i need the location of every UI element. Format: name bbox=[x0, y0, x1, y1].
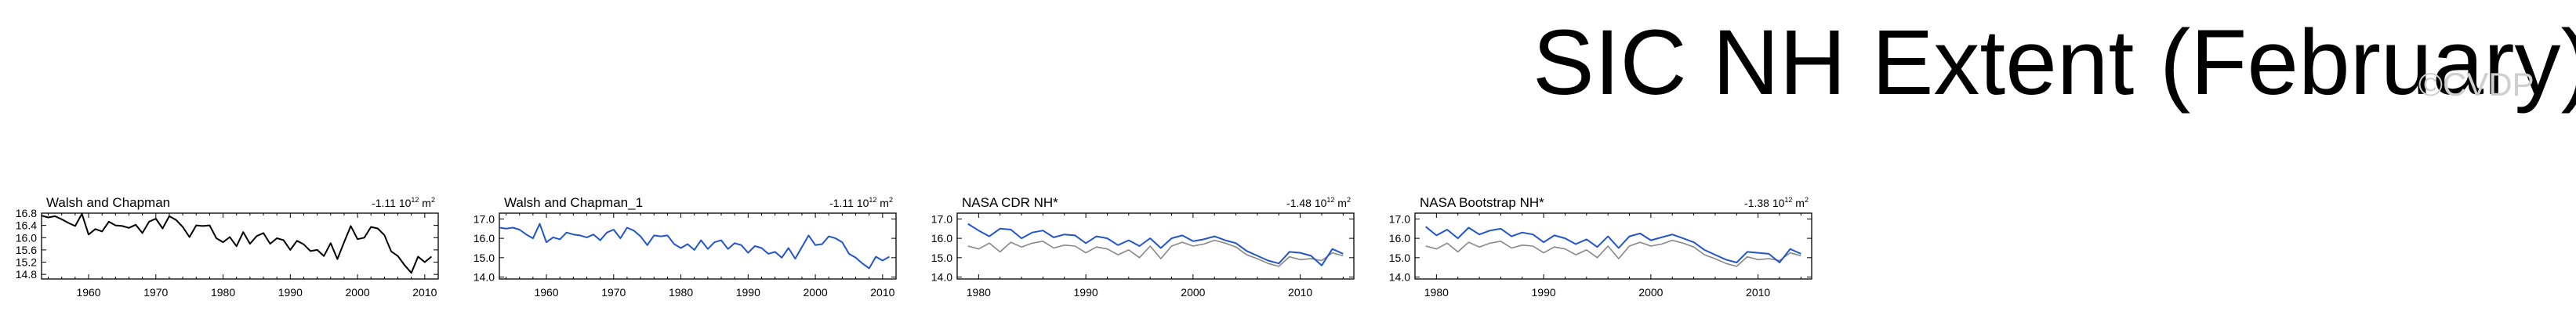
x-tick-label: 1990 bbox=[736, 286, 760, 299]
trend-unit: m bbox=[419, 197, 431, 209]
trend-value: -1.48 10 bbox=[1286, 197, 1327, 209]
x-tick-label: 1990 bbox=[1532, 286, 1556, 299]
trend-unit-exponent: 2 bbox=[1347, 196, 1351, 204]
y-tick-label: 14.0 bbox=[1389, 271, 1410, 284]
x-tick-label: 1980 bbox=[967, 286, 991, 299]
x-tick-label: 2010 bbox=[870, 286, 894, 299]
y-tick-label: 16.0 bbox=[473, 232, 495, 244]
x-tick-label: 1980 bbox=[669, 286, 693, 299]
trend-unit: m bbox=[1334, 197, 1347, 209]
y-tick-label: 16.0 bbox=[16, 231, 37, 244]
trend-exponent: 12 bbox=[869, 196, 876, 204]
series-line-1 bbox=[41, 212, 433, 274]
y-tick-label: 14.0 bbox=[473, 271, 495, 284]
y-tick-label: 14.8 bbox=[16, 268, 37, 281]
y-tick-label: 16.4 bbox=[16, 219, 37, 232]
chart-panel-3: NASA CDR NH* -1.48 1012 m2 1980 1990 2000 201… bbox=[931, 195, 1355, 299]
y-tick-label: 15.0 bbox=[1389, 252, 1410, 264]
trend-label: -1.48 1012 m2 bbox=[1286, 196, 1351, 209]
trend-unit: m bbox=[876, 197, 889, 209]
chart-title: Walsh and Chapman bbox=[46, 195, 170, 210]
x-tick-label: 1960 bbox=[76, 286, 100, 299]
trend-unit-exponent: 2 bbox=[431, 196, 435, 204]
series-line-1 bbox=[967, 239, 1344, 267]
y-tick-label: 16.0 bbox=[931, 232, 952, 244]
trend-label: -1.38 1012 m2 bbox=[1744, 196, 1809, 209]
trend-label: -1.11 1012 m2 bbox=[372, 196, 435, 209]
x-tick-label: 2000 bbox=[346, 286, 370, 299]
chart-panel-1: Walsh and Chapman -1.11 1012 m2 1960 1970 19… bbox=[16, 195, 439, 299]
x-tick-label: 1970 bbox=[601, 286, 626, 299]
x-tick-label: 2000 bbox=[804, 286, 828, 299]
trend-value: -1.11 10 bbox=[829, 197, 869, 209]
x-tick-label: 2000 bbox=[1638, 286, 1663, 299]
series-line-2 bbox=[967, 223, 1344, 266]
y-tick-label: 16.0 bbox=[1389, 232, 1410, 244]
trend-unit-exponent: 2 bbox=[889, 196, 893, 204]
plot-frame bbox=[956, 212, 1355, 280]
x-tick-label: 1970 bbox=[143, 286, 168, 299]
x-tick-label: 2010 bbox=[1746, 286, 1770, 299]
y-tick-label: 16.8 bbox=[16, 207, 37, 219]
trend-exponent: 12 bbox=[1784, 196, 1792, 204]
chart-title: Walsh and Chapman_1 bbox=[504, 195, 643, 210]
x-tick-label: 2010 bbox=[1288, 286, 1312, 299]
y-tick-label: 17.0 bbox=[931, 212, 952, 225]
y-tick-label: 15.0 bbox=[931, 252, 952, 264]
y-tick-label: 15.6 bbox=[16, 244, 37, 256]
x-tick-label: 1980 bbox=[1424, 286, 1449, 299]
y-tick-label: 17.0 bbox=[1389, 212, 1410, 225]
trend-exponent: 12 bbox=[411, 196, 419, 204]
chart-panel-2: Walsh and Chapman_1 -1.11 1012 m2 1960 1970… bbox=[473, 195, 897, 299]
chart-panel-4: NASA Bootstrap NH* -1.38 1012 m2 1980 1990 2… bbox=[1389, 195, 1812, 299]
trend-unit-exponent: 2 bbox=[1805, 196, 1809, 204]
chart-title: NASA Bootstrap NH* bbox=[1420, 195, 1544, 210]
y-tick-label: 15.0 bbox=[473, 252, 495, 264]
x-tick-label: 1980 bbox=[211, 286, 235, 299]
x-tick-label: 1990 bbox=[278, 286, 303, 299]
trend-value: -1.38 10 bbox=[1744, 197, 1785, 209]
plot-frame bbox=[1414, 212, 1812, 280]
plot-frame bbox=[499, 212, 897, 280]
y-tick-label: 14.0 bbox=[931, 271, 952, 284]
x-tick-label: 2010 bbox=[412, 286, 437, 299]
series-line-1 bbox=[499, 223, 890, 270]
series-line-1 bbox=[1425, 239, 1801, 267]
x-tick-label: 1960 bbox=[534, 286, 558, 299]
trend-unit: m bbox=[1792, 197, 1805, 209]
page-title: SIC NH Extent (February) bbox=[1533, 11, 2576, 114]
plot-frame bbox=[41, 212, 439, 280]
y-tick-label: 15.2 bbox=[16, 256, 37, 269]
watermark: ©CVDP bbox=[2418, 66, 2534, 103]
series-line-2 bbox=[1425, 226, 1801, 263]
trend-exponent: 12 bbox=[1326, 196, 1334, 204]
x-tick-label: 2000 bbox=[1181, 286, 1205, 299]
trend-value: -1.11 10 bbox=[372, 197, 412, 209]
chart-title: NASA CDR NH* bbox=[962, 195, 1058, 210]
trend-label: -1.11 1012 m2 bbox=[829, 196, 893, 209]
y-tick-label: 17.0 bbox=[473, 212, 495, 225]
x-tick-label: 1990 bbox=[1074, 286, 1098, 299]
